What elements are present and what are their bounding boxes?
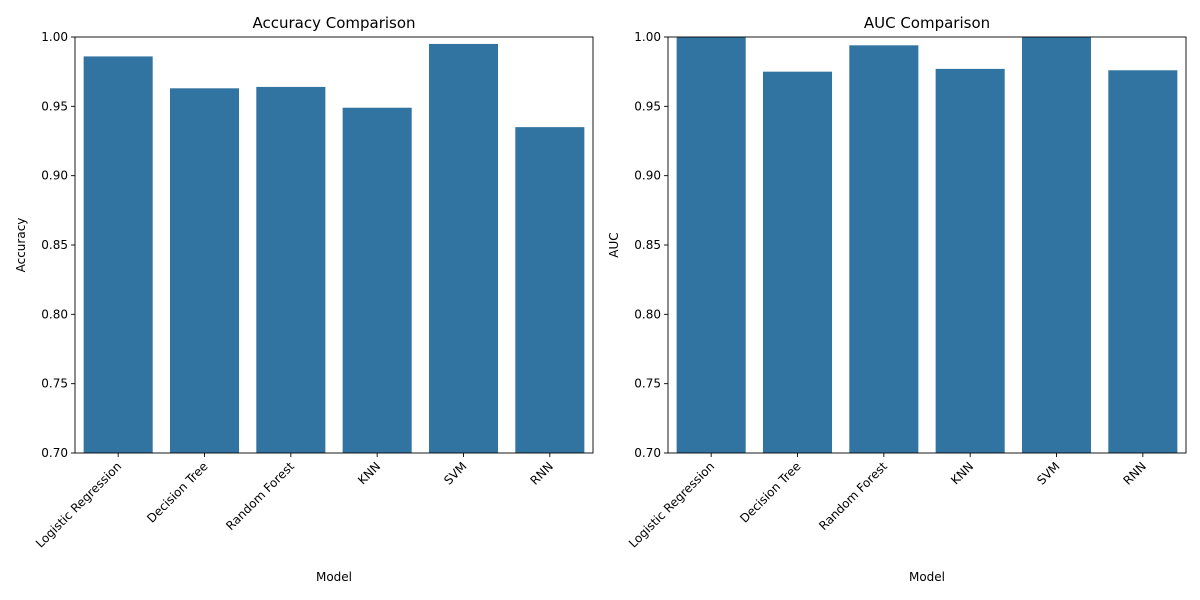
bar-decision-tree <box>169 88 240 453</box>
y-axis-label: AUC <box>607 232 621 257</box>
bar-logistic-regression <box>676 37 746 453</box>
x-tick-label: Logistic Regression <box>626 459 717 550</box>
y-axis-label: Accuracy <box>14 218 28 273</box>
x-tick-label: Decision Tree <box>737 459 803 525</box>
x-tick-label: SVM <box>1034 459 1062 487</box>
bar-rnn <box>515 127 585 453</box>
x-tick-label: KNN <box>948 459 976 487</box>
plot-frame <box>667 36 1187 454</box>
x-tick-label: RNN <box>1120 459 1148 487</box>
y-tick-label: 0.70 <box>41 446 68 460</box>
y-tick-label: 1.00 <box>41 30 68 44</box>
y-tick-label: 0.85 <box>41 238 68 252</box>
x-tick-label: RNN <box>527 459 555 487</box>
bar-group <box>83 43 585 454</box>
x-axis-label: Model <box>316 570 352 584</box>
x-tick-label: Random Forest <box>223 459 297 533</box>
bar-logistic-regression <box>83 56 153 454</box>
bar-knn <box>935 68 1005 453</box>
bar-group <box>676 37 1178 454</box>
bar-svm <box>1021 37 1092 453</box>
x-tick-label: Logistic Regression <box>33 459 124 550</box>
y-tick-group: 0.70 0.75 0.80 0.85 0.90 0.95 1.00 <box>41 30 75 460</box>
x-tick-group: Logistic Regression Decision Tree Random F… <box>33 453 556 551</box>
y-tick-group: 0.70 0.75 0.80 0.85 0.90 0.95 1.00 <box>634 30 668 460</box>
chart-title: AUC Comparison <box>864 14 990 32</box>
y-tick-label: 0.75 <box>41 377 68 391</box>
y-tick-label: 0.80 <box>634 307 661 321</box>
bar-knn <box>342 107 412 453</box>
chart-title: Accuracy Comparison <box>252 14 415 32</box>
plot-frame <box>74 36 594 454</box>
x-tick-label: Random Forest <box>816 459 890 533</box>
x-tick-label: SVM <box>441 459 469 487</box>
accuracy-chart: Accuracy Comparison Model Accuracy 0.700… <box>14 14 594 584</box>
y-tick-label: 0.70 <box>634 446 661 460</box>
y-tick-label: 0.90 <box>634 169 661 183</box>
x-tick-label: KNN <box>355 459 383 487</box>
bar-decision-tree <box>762 71 833 454</box>
x-tick-group: Logistic Regression Decision Tree Random F… <box>626 453 1149 551</box>
y-tick-label: 0.90 <box>41 169 68 183</box>
auc-chart: AUC Comparison Model AUC 0.70 0.75 0.80 0.8… <box>607 14 1187 584</box>
y-tick-label: 0.95 <box>634 99 661 113</box>
bar-rnn <box>1108 70 1178 453</box>
bar-random-forest <box>256 86 326 454</box>
y-tick-label: 1.00 <box>634 30 661 44</box>
x-axis-label: Model <box>909 570 945 584</box>
y-tick-label: 0.95 <box>41 99 68 113</box>
y-tick-label: 0.75 <box>634 377 661 391</box>
bar-svm <box>428 43 499 453</box>
y-tick-label: 0.80 <box>41 307 68 321</box>
x-tick-label: Decision Tree <box>144 459 210 525</box>
y-tick-label: 0.85 <box>634 238 661 252</box>
bar-random-forest <box>849 45 919 453</box>
